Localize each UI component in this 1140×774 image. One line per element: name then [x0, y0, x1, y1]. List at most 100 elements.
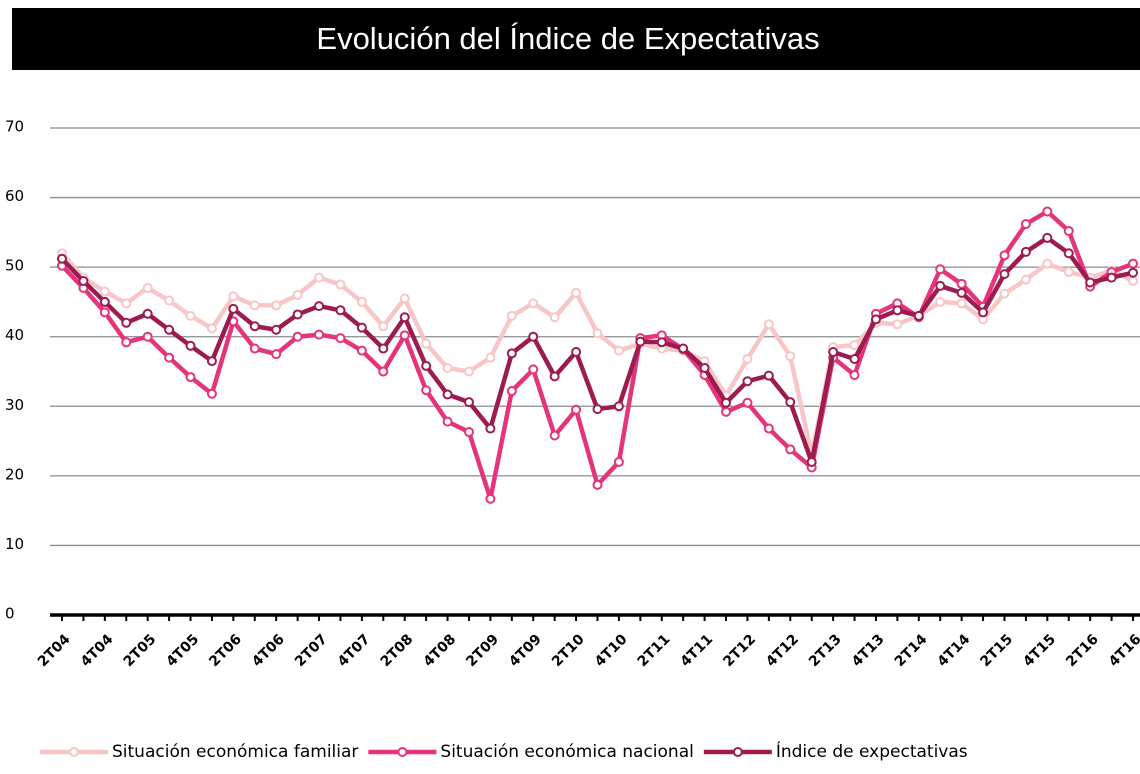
x-tick-label: 2T09 [463, 631, 502, 670]
point-marker [506, 310, 517, 321]
point-marker [399, 312, 410, 323]
point-marker [78, 276, 89, 287]
point-marker [528, 331, 539, 342]
point-marker [206, 388, 217, 399]
point-marker [999, 288, 1010, 299]
point-marker [613, 345, 624, 356]
point-marker [1128, 276, 1138, 287]
x-tick-label: 4T15 [1020, 631, 1059, 670]
point-marker [935, 296, 946, 307]
point-marker [249, 321, 260, 332]
point-marker [956, 287, 967, 298]
point-marker [121, 337, 132, 348]
point-marker [121, 317, 132, 328]
legend-marker [397, 747, 408, 757]
point-marker [1063, 248, 1074, 259]
point-marker [442, 363, 453, 374]
point-marker [164, 324, 175, 335]
point-marker [485, 423, 496, 434]
x-tick-label: 2T16 [1063, 631, 1102, 670]
x-tick-label: 4T12 [763, 631, 802, 670]
point-marker [164, 295, 175, 306]
point-marker [763, 370, 774, 381]
point-marker [399, 330, 410, 341]
y-tick-label: 0 [5, 605, 15, 623]
point-marker [185, 310, 196, 321]
point-marker [1020, 274, 1031, 285]
point-marker [978, 307, 989, 318]
point-marker [356, 345, 367, 356]
point-marker [378, 366, 389, 377]
point-marker [463, 427, 474, 438]
point-marker [742, 397, 753, 408]
legend-label: Situación económica nacional [440, 742, 693, 762]
point-marker [763, 423, 774, 434]
point-marker [463, 366, 474, 377]
point-marker [721, 397, 732, 408]
point-marker [849, 353, 860, 364]
point-marker [271, 324, 282, 335]
point-marker [699, 363, 710, 374]
y-tick-label: 30 [5, 396, 24, 414]
point-marker [206, 323, 217, 334]
point-marker [763, 319, 774, 330]
point-marker [185, 340, 196, 351]
point-marker [806, 456, 817, 467]
point-marker [785, 397, 796, 408]
point-marker [99, 286, 110, 297]
x-tick-label: 2T14 [892, 631, 931, 670]
point-marker [1106, 272, 1117, 283]
point-marker [549, 430, 560, 441]
x-tick-label: 4T06 [249, 631, 288, 670]
point-marker [549, 312, 560, 323]
legend-label: Índice de expectativas [776, 740, 968, 762]
x-tick-label: 2T04 [35, 631, 74, 670]
point-marker [421, 360, 432, 371]
point-marker [1042, 232, 1053, 243]
point-marker [378, 343, 389, 354]
point-marker [57, 253, 67, 264]
title-bar [12, 8, 1140, 70]
y-tick-label: 50 [5, 257, 24, 275]
y-tick-label: 40 [5, 326, 24, 344]
x-tick-label: 4T09 [506, 631, 545, 670]
point-marker [292, 289, 303, 300]
legend-label: Situación económica familiar [112, 742, 358, 762]
point-marker [164, 352, 175, 363]
point-marker [292, 309, 303, 320]
point-marker [742, 353, 753, 364]
point-marker [1020, 246, 1031, 257]
point-marker [956, 278, 967, 289]
point-marker [335, 279, 346, 290]
x-tick-label: 4T10 [592, 631, 631, 670]
point-marker [785, 444, 796, 455]
point-marker [1128, 258, 1138, 269]
point-marker [828, 347, 839, 358]
y-tick-label: 10 [5, 535, 24, 553]
point-marker [1042, 206, 1053, 217]
point-marker [142, 283, 153, 294]
x-tick-label: 2T05 [121, 631, 160, 670]
point-marker [442, 389, 453, 400]
point-marker [271, 349, 282, 360]
point-marker [314, 301, 325, 312]
legend-marker [69, 747, 79, 757]
series-line [60, 209, 1134, 502]
point-marker [721, 406, 732, 417]
point-marker [892, 305, 903, 316]
point-marker [613, 401, 624, 412]
point-marker [999, 250, 1010, 261]
point-marker [528, 364, 539, 375]
x-tick-label: 4T07 [335, 631, 374, 670]
point-marker [314, 272, 325, 283]
point-marker [335, 333, 346, 344]
point-marker [549, 371, 560, 382]
point-marker [228, 291, 239, 302]
point-marker [1128, 267, 1138, 278]
x-tick-label: 4T05 [163, 631, 202, 670]
x-tick-label: 4T14 [935, 631, 974, 670]
point-marker [999, 269, 1010, 280]
point-marker [99, 307, 110, 318]
point-marker [870, 314, 881, 325]
